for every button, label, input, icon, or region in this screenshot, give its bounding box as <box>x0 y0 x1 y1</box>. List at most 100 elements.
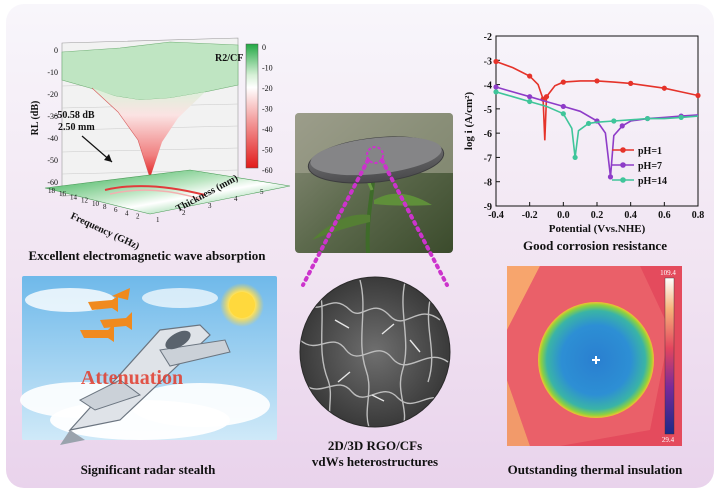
series-point <box>560 79 566 85</box>
thermal-scale <box>664 277 675 435</box>
colorbar-tick-label: -20 <box>262 84 273 93</box>
tafel-x-tick-label: -0.4 <box>488 210 504 221</box>
z-tick-label: -20 <box>47 90 58 99</box>
tafel-x-tick-label: 0.8 <box>692 210 705 221</box>
y-tick-label: 2 <box>182 209 186 217</box>
tafel-x-tick-label: 0.2 <box>591 210 604 221</box>
tafel-y-tick-label: -3 <box>484 56 492 67</box>
thermal-max: 109.4 <box>660 269 676 277</box>
colorbar-tick-label: -60 <box>262 166 273 175</box>
sem-image <box>299 276 451 428</box>
colorbar-ticks: 0 -10 -20 -30 -40 -50 -60 <box>262 43 273 175</box>
x-tick-label: 4 <box>125 209 129 217</box>
z-tick-label: 0 <box>54 46 58 55</box>
colorbar-tick-label: -40 <box>262 125 273 134</box>
tafel-y-tick-label: -5 <box>484 105 492 116</box>
tafel-x-tick-label: 0.6 <box>658 210 671 221</box>
colorbar-tick-label: 0 <box>262 43 266 52</box>
legend-title: R2/CF <box>215 53 243 64</box>
connector-right <box>380 158 449 287</box>
x-tick-label: 6 <box>114 206 118 214</box>
z-tick-label: -50 <box>47 156 58 165</box>
tafel-y-tick-label: -4 <box>484 81 492 92</box>
z-tick-label: -30 <box>47 112 58 121</box>
legend-label: pH=7 <box>638 161 662 172</box>
thermal-panel: 109.4 29.4 <box>507 266 682 446</box>
tafel-y-tick-label: -7 <box>484 153 492 164</box>
series-point <box>493 84 499 90</box>
tafel-y-ticks: -2 -3 -4 -5 -6 -7 -8 -9 <box>484 32 500 213</box>
series-point <box>560 103 566 110</box>
connector-left <box>301 158 370 287</box>
series-point <box>611 118 617 124</box>
series-point <box>678 114 684 120</box>
series-point <box>695 92 701 99</box>
legend-label: pH=14 <box>638 176 667 187</box>
caption-center-line1: 2D/3D RGO/CFs <box>328 438 422 453</box>
tafel-legend: pH=1 pH=7 pH=14 <box>612 146 667 187</box>
series-point <box>644 115 651 122</box>
series-point <box>543 94 550 100</box>
x-tick-label: 14 <box>70 193 78 201</box>
caption-corrosion: Good corrosion resistance <box>523 238 667 253</box>
series-point <box>585 120 592 127</box>
caption-center-line2: vdWs heterostructures <box>312 454 438 469</box>
caption-thermal: Outstanding thermal insulation <box>508 462 684 477</box>
tafel-x-tick-label: -0.2 <box>522 210 538 221</box>
z-ticks: 0 -10 -20 -30 -40 -50 -60 <box>47 46 58 187</box>
x-tick-label: 18 <box>48 187 56 195</box>
x-tick-label: 16 <box>59 190 67 198</box>
z-tick-label: -40 <box>47 134 58 143</box>
emw-panel: RL (dB) 0 -10 -20 -30 -40 -50 -60 18 16 14 12 1 0 8 6… <box>30 37 291 252</box>
radar-wave-arrows <box>80 288 132 342</box>
radar-panel: Attenuation <box>20 276 277 445</box>
y-ticks: 1 2 3 4 5 <box>156 188 264 224</box>
tafel-x-tick-label: 0.4 <box>624 210 637 221</box>
colorbar-tick-label: -30 <box>262 105 273 114</box>
y-tick-label: 3 <box>208 202 212 210</box>
tafel-y-tick-label: -9 <box>484 202 492 213</box>
x-tick-label: 8 <box>103 203 107 211</box>
caption-emw: Excellent electromagnetic wave absorptio… <box>29 248 267 263</box>
zoom-marker <box>366 146 384 164</box>
tafel-y-tick-label: -8 <box>484 178 492 189</box>
annotation-thickness: 2.50 mm <box>58 122 95 133</box>
x-ticks: 18 16 14 12 10 8 6 4 2 <box>48 187 140 221</box>
series-point <box>493 89 499 95</box>
series-point <box>527 73 533 79</box>
legend-label: pH=1 <box>638 146 662 157</box>
colorbar-tick-label: -10 <box>262 64 273 73</box>
series-point <box>619 123 625 129</box>
z-axis-label: RL (dB) <box>30 101 41 136</box>
series-point <box>628 80 634 86</box>
series-point <box>607 174 614 180</box>
colorbar-tick-label: -50 <box>262 146 273 155</box>
y-tick-label: 1 <box>156 216 160 224</box>
series-point <box>594 78 600 84</box>
series-line-2 <box>495 91 699 158</box>
tafel-y-axis-label: log i (A/cm²) <box>463 92 475 151</box>
x-tick-label: 12 <box>81 197 89 205</box>
series-point <box>527 94 533 100</box>
series-point <box>560 111 566 117</box>
colorbar <box>245 43 259 169</box>
thermal-min: 29.4 <box>662 436 675 444</box>
y-tick-label: 5 <box>260 188 264 196</box>
tafel-x-tick-label: 0.0 <box>557 210 570 221</box>
y-tick-label: 4 <box>234 195 238 203</box>
jet-icon <box>60 324 231 445</box>
x-tick-label: 2 <box>136 213 140 221</box>
tafel-series <box>493 58 701 180</box>
z-tick-label: -10 <box>47 68 58 77</box>
series-point <box>661 85 667 91</box>
tafel-y-tick-label: -2 <box>484 32 492 43</box>
crosshair-icon <box>592 356 600 364</box>
tafel-y-tick-label: -6 <box>484 129 492 140</box>
tafel-chart: -0.4 -0.2 0.0 0.2 0.4 0.6 0.8 -2 -3 -4 -5 -6 -7 -8 -9… <box>463 32 704 235</box>
annotation-value: -50.58 dB <box>54 110 95 121</box>
tafel-x-axis-label: Potential (Vvs.NHE) <box>549 223 646 235</box>
series-point <box>493 58 499 65</box>
tafel-x-ticks: -0.4 -0.2 0.0 0.2 0.4 0.6 0.8 <box>488 202 704 221</box>
